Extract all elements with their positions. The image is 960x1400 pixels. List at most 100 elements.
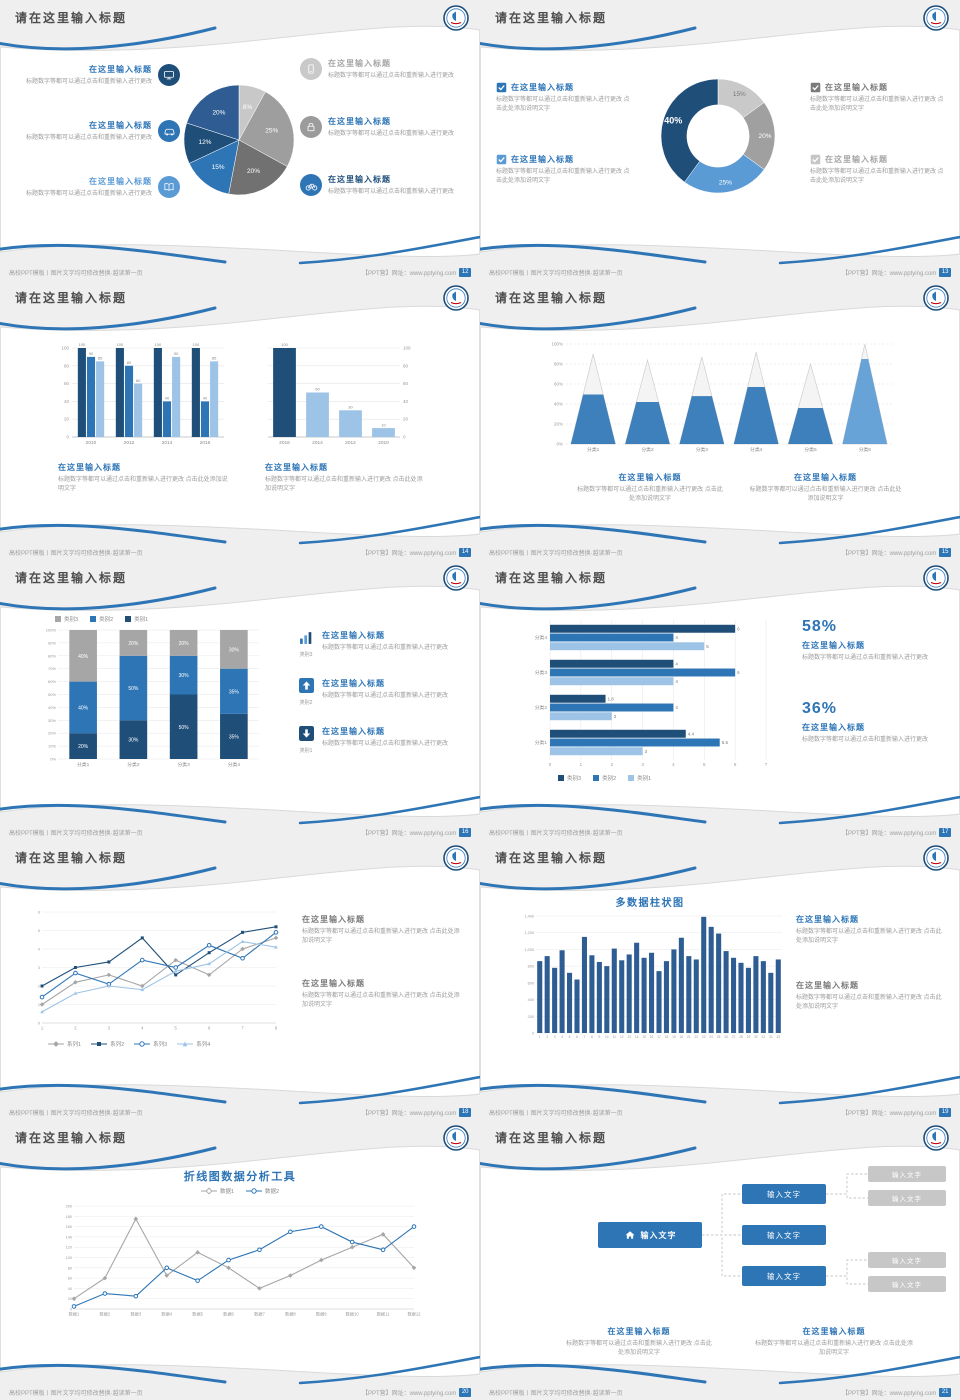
slide-21-flow-diagram[interactable]: 输入文字 输入文字 输入文字 输入文字 输入文字 输入文字 输入文字 输入文字 …: [480, 1120, 960, 1400]
item-body: 标题数字等都可以通过点击和重新输入进行更改: [328, 73, 455, 79]
svg-text:85: 85: [98, 356, 103, 361]
svg-text:7: 7: [765, 762, 768, 767]
slide-14-bar-charts[interactable]: 0 20 40 60 80 100 2010 100 90 85 2012 100 80 60 2014 10…: [0, 280, 480, 560]
checkbox-checked-icon[interactable]: [496, 154, 507, 165]
legend-item: 系列3: [134, 1040, 167, 1048]
svg-text:2014: 2014: [162, 440, 173, 446]
svg-text:40: 40: [403, 399, 409, 404]
svg-text:29: 29: [747, 1035, 751, 1039]
svg-text:30: 30: [754, 1035, 758, 1039]
legend-item: 类别1: [628, 774, 651, 782]
svg-text:2012: 2012: [345, 440, 356, 446]
svg-text:4: 4: [672, 762, 675, 767]
slide-footer: 高校PPT模板丨图片文字均可修改替换·越读第一页 【PPT营】网址：www.ppt…: [0, 1106, 480, 1119]
item-heading: 在这里输入标题: [322, 631, 385, 640]
svg-text:2012: 2012: [124, 440, 135, 446]
stat-body: 标题数字等都可以通过点击和重新输入进行更改: [802, 655, 929, 661]
slide-16-stacked-bar[interactable]: 类别3 类别2 类别1 0% 10% 20% 30% 40% 50% 60% 70% 80% 90…: [0, 560, 480, 840]
svg-text:分类4: 分类4: [228, 761, 241, 768]
svg-text:分类2: 分类2: [641, 446, 654, 453]
chart-title: 折线图数据分析工具: [183, 1171, 297, 1183]
svg-text:6: 6: [737, 670, 740, 675]
item-heading: 在这里输入标题: [328, 117, 391, 126]
svg-text:数据11: 数据11: [377, 1311, 390, 1318]
checkbox-checked-icon[interactable]: [810, 82, 821, 93]
branch-node[interactable]: 输入文字: [742, 1184, 826, 1204]
node-label: 输入文字: [892, 1258, 922, 1265]
svg-text:800: 800: [528, 965, 534, 969]
footer-right: 【PPT营】网址：www.pptying.com 18: [362, 1108, 471, 1117]
slide-12-pie-infographic[interactable]: 8% 25% 20% 15% 12% 20% 在这里输入标题 标题数字等都可以通过点击和重…: [0, 0, 480, 280]
legend-item: 类别3: [558, 774, 581, 782]
slide-15-pyramid-chart[interactable]: 0% 20% 40% 60% 80% 100% 分类1 分类2 分类3 分类4 分类5 分类6 在这里…: [480, 280, 960, 560]
icon-text-item: 类别2 在这里输入标题 标题数字等都可以通过点击和重新输入进行更改: [296, 678, 472, 706]
svg-text:3: 3: [554, 1035, 556, 1039]
leaf-node[interactable]: 输入文字: [868, 1276, 946, 1292]
svg-text:15%: 15%: [733, 91, 746, 98]
svg-text:50%: 50%: [48, 692, 56, 697]
icon-text-item: 类别1 在这里输入标题 标题数字等都可以通过点击和重新输入进行更改: [296, 726, 472, 754]
svg-text:10: 10: [381, 422, 386, 427]
leaf-node[interactable]: 输入文字: [868, 1190, 946, 1206]
svg-text:5: 5: [706, 644, 709, 649]
slide-17-horizontal-bar[interactable]: 0 1 2 3 4 5 6 7 分类4 6 4 5 分类3 4 6 4 分类2 1.8 4 2 分类1 4.4 5.5 3 类…: [480, 560, 960, 840]
svg-text:数据9: 数据9: [316, 1311, 327, 1318]
slide-20-line-analysis[interactable]: 折线图数据分析工具 数据1 数据2 0 20 40 60 80 100 120 140 160 1…: [0, 1120, 480, 1400]
branch-node[interactable]: 输入文字: [742, 1266, 826, 1286]
text-block-body: 标题数字等都可以通过点击和重新输入进行更改 点击此处添加说明文字: [58, 477, 228, 493]
svg-text:3: 3: [38, 966, 40, 970]
svg-text:40%: 40%: [78, 654, 89, 660]
svg-text:1,400: 1,400: [524, 915, 534, 919]
branch-node[interactable]: 输入文字: [742, 1225, 826, 1245]
leaf-node[interactable]: 输入文字: [868, 1252, 946, 1268]
legend-item: 类别2: [90, 615, 113, 623]
school-logo-icon: [443, 845, 469, 871]
text-block-heading: 在这里输入标题: [802, 1327, 866, 1336]
svg-text:20%: 20%: [128, 641, 139, 647]
slide-19-column-chart[interactable]: 多数据柱状图 0 200 400 600 800 1,000 1,200 1,400 1 2 3 4 5…: [480, 840, 960, 1120]
slide-13-donut-checklist[interactable]: 15% 20% 25% 40% 在这里输入标题 标题数字等都可以通过点击和重新输入进行…: [480, 0, 960, 280]
svg-text:5: 5: [175, 1026, 178, 1031]
page-number: 18: [459, 1108, 471, 1117]
svg-text:40: 40: [68, 1287, 72, 1291]
icon-col: 类别3: [296, 630, 316, 658]
checkbox-checked-icon[interactable]: [810, 154, 821, 165]
svg-text:60: 60: [136, 378, 141, 383]
checkbox-checked-icon[interactable]: [496, 82, 507, 93]
monitor-icon: [158, 64, 180, 86]
item-body: 标题数字等都可以通过点击和重新输入进行更改: [322, 645, 449, 651]
svg-text:100: 100: [61, 346, 69, 351]
svg-text:20%: 20%: [247, 168, 260, 175]
svg-text:2: 2: [614, 714, 617, 719]
svg-text:数据2: 数据2: [100, 1311, 111, 1318]
slide-footer: 高校PPT模板丨图片文字均可修改替换·越读第一页 【PPT营】网址：www.ppt…: [480, 1106, 960, 1119]
item-heading: 在这里输入标题: [322, 679, 385, 688]
svg-text:0%: 0%: [50, 757, 56, 762]
legend-swatch: [628, 775, 635, 781]
root-node-button[interactable]: 输入文字: [598, 1222, 702, 1248]
item-body: 标题数字等都可以通过点击和重新输入进行更改 点击此处添加说明文字: [810, 169, 944, 185]
svg-text:20: 20: [403, 417, 409, 422]
svg-text:2: 2: [610, 762, 613, 767]
legend-marker-icon: [134, 1041, 151, 1047]
check-item: 在这里输入标题 标题数字等都可以通过点击和重新输入进行更改 点击此处添加说明文字: [496, 154, 634, 187]
svg-text:6: 6: [734, 762, 737, 767]
svg-text:8: 8: [591, 1035, 593, 1039]
svg-text:80: 80: [127, 360, 132, 365]
info-item: 在这里输入标题 标题数字等都可以通过点击和重新输入进行更改: [300, 58, 470, 81]
item-body: 标题数字等都可以通过点击和重新输入进行更改: [25, 135, 152, 141]
svg-text:26: 26: [724, 1035, 728, 1039]
svg-text:24: 24: [709, 1035, 713, 1039]
svg-text:9: 9: [598, 1035, 600, 1039]
svg-text:100: 100: [117, 342, 124, 347]
svg-text:200: 200: [66, 1205, 72, 1209]
legend-label: 类别2: [99, 617, 114, 623]
legend-item: 类别3: [55, 615, 78, 623]
leaf-node[interactable]: 输入文字: [868, 1166, 946, 1182]
school-logo-icon: [923, 845, 949, 871]
svg-text:1: 1: [580, 762, 583, 767]
svg-text:分类3: 分类3: [696, 446, 709, 453]
svg-text:20%: 20%: [78, 744, 89, 750]
